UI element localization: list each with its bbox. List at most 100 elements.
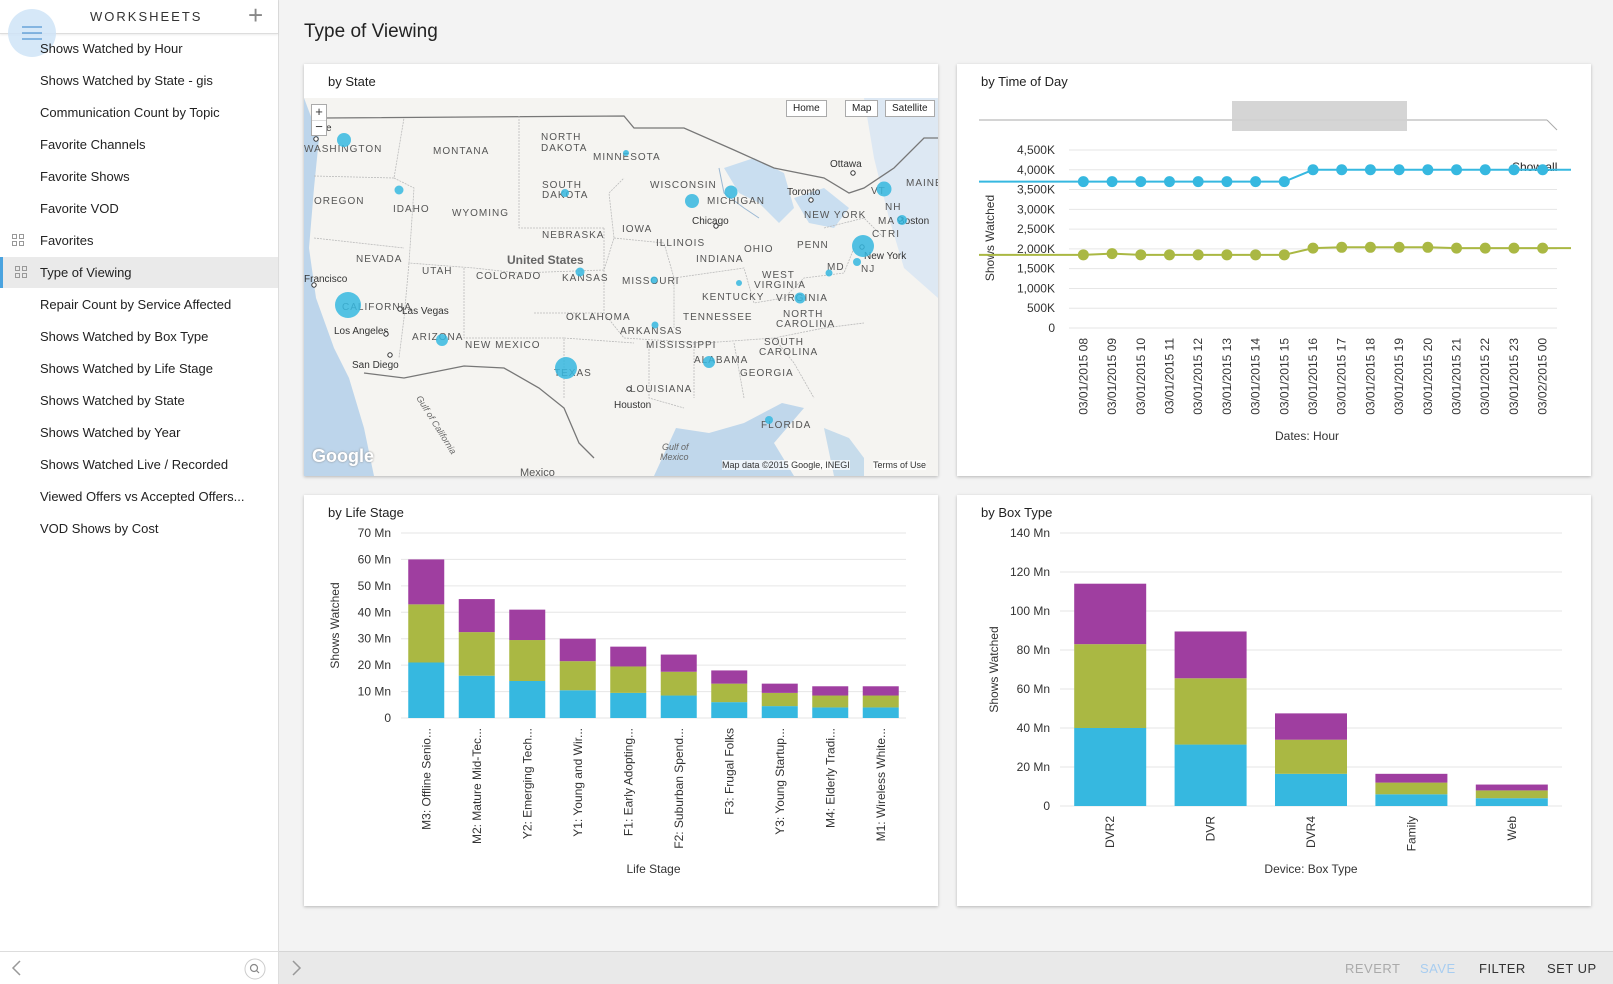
map-label-west-virginia-2: VIRGINIA — [754, 280, 806, 291]
sidebar-item-shows-watched-by-state-gis[interactable]: Shows Watched by State - gis — [0, 65, 278, 96]
map-label-nebraska: NEBRASKA — [542, 230, 604, 241]
map-city-new-york: New York — [864, 251, 907, 262]
map-type-satellite-button[interactable]: Satellite — [885, 100, 935, 117]
map-view[interactable]: WASHINGTON MONTANA NORTH DAKOTA MINNESOT… — [304, 98, 938, 476]
time-x-tick-label: 03/02/2015 00 — [1536, 338, 1550, 415]
map-label-mexico: Mexico — [520, 467, 555, 476]
bar-x-tick-label: M2: Mature Mid-Tec... — [470, 728, 484, 844]
show-all-button[interactable]: Show all — [1512, 160, 1558, 174]
sidebar-item-favorite-shows[interactable]: Favorite Shows — [0, 161, 278, 192]
bar-y-tick-label: 20 Mn — [1017, 760, 1050, 774]
bar-y-tick-label: 80 Mn — [1017, 643, 1050, 657]
bar-segment-purple — [610, 646, 647, 667]
map-label-florida: FLORIDA — [761, 420, 811, 431]
sidebar-item-favorites[interactable]: Favorites — [0, 225, 278, 256]
map-label-georgia: GEORGIA — [740, 368, 794, 379]
sidebar-footer — [0, 951, 278, 984]
map-label-wyoming: WYOMING — [452, 208, 509, 219]
map-label-gulf-of-mexico-2: Mexico — [660, 452, 689, 462]
add-worksheet-icon[interactable]: + — [248, 0, 264, 30]
expand-right-icon[interactable] — [291, 960, 303, 976]
sidebar-item-label: Favorite Shows — [40, 169, 130, 184]
sidebar-header: WORKSHEETS + — [0, 0, 278, 57]
map-type-map-button[interactable]: Map — [845, 100, 879, 117]
bar-segment-blue — [458, 675, 495, 718]
sidebar-item-label: Shows Watched by Hour — [40, 41, 183, 56]
sidebar-item-viewed-offers-vs-accepted-offers[interactable]: Viewed Offers vs Accepted Offers... — [0, 481, 278, 512]
map-label-tennessee: TENNESSEE — [683, 312, 753, 323]
bar-y-tick-label: 140 Mn — [1010, 526, 1050, 540]
sidebar-item-label: Communication Count by Topic — [40, 105, 220, 120]
time-y-tick-label: 4,000K — [1017, 163, 1055, 177]
series-2-point — [1479, 242, 1491, 254]
bar-x-tick-label: M1: Wireless White... — [874, 728, 888, 841]
series-1-point — [1422, 164, 1434, 176]
sidebar-item-label: Viewed Offers vs Accepted Offers... — [40, 489, 245, 504]
bar-segment-blue — [812, 707, 849, 718]
zoom-out-button[interactable]: − — [315, 119, 323, 134]
bar-y-tick-label: 100 Mn — [1010, 604, 1050, 618]
time-x-tick-label: 03/01/2015 16 — [1306, 338, 1320, 415]
sidebar-item-shows-watched-by-hour[interactable]: Shows Watched by Hour — [0, 33, 278, 64]
sidebar-item-label: Favorites — [40, 233, 94, 248]
map-label-alabama: ALABAMA — [694, 355, 748, 366]
sidebar-item-vod-shows-by-cost[interactable]: VOD Shows by Cost — [0, 513, 278, 544]
series-1-point — [1077, 176, 1089, 188]
sidebar-item-shows-watched-by-box-type[interactable]: Shows Watched by Box Type — [0, 321, 278, 352]
map-label-north-carolina-2: CAROLINA — [776, 319, 835, 330]
sidebar-item-shows-watched-live-recorded[interactable]: Shows Watched Live / Recorded — [0, 449, 278, 480]
time-x-tick-label: 03/01/2015 17 — [1335, 338, 1349, 415]
sidebar-item-shows-watched-by-life-stage[interactable]: Shows Watched by Life Stage — [0, 353, 278, 384]
series-1-point — [1221, 176, 1233, 188]
dashboard-grid-icon — [12, 234, 25, 247]
zoom-control: + − — [311, 104, 327, 136]
series-1-point — [1250, 176, 1262, 188]
bar-segment-blue — [610, 692, 647, 718]
revert-button[interactable]: REVERT — [1345, 961, 1401, 976]
time-y-axis-label: Shows Watched — [983, 195, 997, 281]
time-x-tick-label: 03/01/2015 13 — [1220, 338, 1234, 415]
map-label-penn: PENN — [797, 240, 829, 251]
sidebar-item-favorite-vod[interactable]: Favorite VOD — [0, 193, 278, 224]
time-x-tick-label: 03/01/2015 12 — [1191, 338, 1205, 415]
bar-segment-olive — [862, 695, 899, 708]
bar-x-tick-label: M3: Offline Senio... — [419, 728, 433, 830]
map-label-wisconsin: WISCONSIN — [650, 180, 717, 191]
bar-y-tick-label: 10 Mn — [358, 685, 391, 699]
zoom-in-button[interactable]: + — [312, 105, 326, 121]
main-content: Type of Viewing by State — [279, 0, 1613, 984]
time-panel-title: by Time of Day — [981, 74, 1068, 89]
sidebar-item-repair-count-by-service-affected[interactable]: Repair Count by Service Affected — [0, 289, 278, 320]
map-canvas[interactable]: WASHINGTON MONTANA NORTH DAKOTA MINNESOT… — [304, 98, 938, 476]
map-label-california: CALIFORNIA — [342, 302, 412, 313]
series-1-point — [1106, 176, 1118, 188]
sidebar-item-favorite-channels[interactable]: Favorite Channels — [0, 129, 278, 160]
hamburger-menu-icon[interactable] — [8, 9, 56, 57]
sidebar-item-communication-count-by-topic[interactable]: Communication Count by Topic — [0, 97, 278, 128]
bar-segment-olive — [458, 632, 495, 676]
time-x-tick-label: 03/01/2015 10 — [1134, 338, 1148, 415]
sidebar-item-type-of-viewing[interactable]: Type of Viewing — [0, 257, 278, 288]
bar-segment-purple — [812, 686, 849, 696]
map-label-united-states: United States — [507, 253, 584, 267]
time-x-tick-label: 03/01/2015 15 — [1277, 338, 1291, 415]
sidebar-item-shows-watched-by-year[interactable]: Shows Watched by Year — [0, 417, 278, 448]
series-2-point — [1192, 249, 1204, 261]
sidebar-item-shows-watched-by-state[interactable]: Shows Watched by State — [0, 385, 278, 416]
bar-y-axis-label: Shows Watched — [987, 626, 1001, 712]
bar-segment-olive — [812, 695, 849, 708]
collapse-left-icon[interactable] — [10, 960, 22, 976]
map-label-colorado: COLORADO — [476, 271, 541, 282]
map-label-michigan: MICHIGAN — [707, 196, 765, 207]
bar-x-tick-label: Family — [1404, 816, 1418, 851]
map-terms-link[interactable]: Terms of Use — [873, 460, 927, 470]
setup-button[interactable]: SET UP — [1547, 961, 1597, 976]
sidebar-item-label: Shows Watched by State - gis — [40, 73, 213, 88]
filter-button[interactable]: FILTER — [1479, 961, 1526, 976]
sidebar-item-label: Type of Viewing — [40, 265, 132, 280]
search-icon[interactable] — [244, 958, 266, 980]
save-button[interactable]: SAVE — [1420, 961, 1456, 976]
map-home-button[interactable]: Home — [786, 100, 827, 117]
bar-y-tick-label: 20 Mn — [358, 658, 391, 672]
map-city-las-vegas: Las Vegas — [402, 306, 449, 317]
